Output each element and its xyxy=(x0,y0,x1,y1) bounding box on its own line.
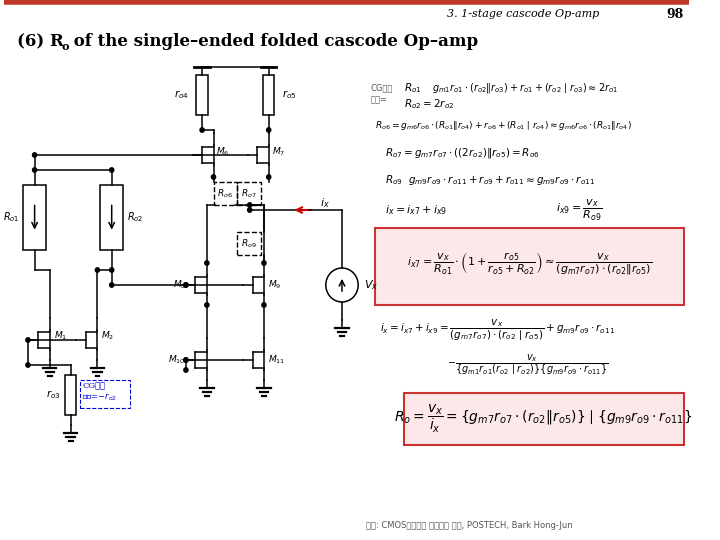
Bar xyxy=(81,380,130,408)
Text: 98: 98 xyxy=(667,8,684,21)
Text: $R_{o6}=g_{m6}r_{o6}\cdot(R_{o1}\Vert r_{o4})+r_{o6}+(R_{o1}\mid r_{o4})\approx : $R_{o6}=g_{m6}r_{o6}\cdot(R_{o1}\Vert r_… xyxy=(375,118,632,132)
Text: $V_x$: $V_x$ xyxy=(364,278,378,292)
Text: o: o xyxy=(61,40,68,51)
Circle shape xyxy=(184,358,188,362)
Text: $i_x$: $i_x$ xyxy=(320,196,330,210)
Circle shape xyxy=(262,303,266,307)
Bar xyxy=(4,0,689,4)
Circle shape xyxy=(32,168,37,172)
Text: $M_7$: $M_7$ xyxy=(271,146,285,158)
Text: $R_{o1}$: $R_{o1}$ xyxy=(3,210,19,224)
Bar xyxy=(238,182,261,205)
Text: $R_{o9}$: $R_{o9}$ xyxy=(241,237,257,249)
Text: $M_1$: $M_1$ xyxy=(54,330,67,342)
Text: (6) R: (6) R xyxy=(17,33,64,51)
Text: $g_{m1}r_{o1}\cdot(r_{o2}\Vert r_{o3})+r_{o1}+(r_{o2}\mid r_{o3})\approx 2r_{o1}: $g_{m1}r_{o1}\cdot(r_{o2}\Vert r_{o3})+r… xyxy=(433,81,618,95)
Text: $M_8$: $M_8$ xyxy=(173,279,186,291)
Circle shape xyxy=(204,261,209,265)
Circle shape xyxy=(26,338,30,342)
Text: $i_{x7}=\dfrac{v_x}{R_{o1}}\cdot\left(1+\dfrac{r_{o5}}{r_{o5}+R_{o2}}\right)\app: $i_{x7}=\dfrac{v_x}{R_{o1}}\cdot\left(1+… xyxy=(407,251,652,276)
Bar xyxy=(197,75,208,115)
Circle shape xyxy=(184,358,188,362)
Circle shape xyxy=(184,368,188,372)
Text: $R_o=\dfrac{v_x}{i_x}=\{g_{m7}r_{o7}\cdot(r_{o2}\Vert r_{o5})\}\mid\{g_{m9}r_{o9: $R_o=\dfrac{v_x}{i_x}=\{g_{m7}r_{o7}\cdo… xyxy=(395,403,693,435)
Bar xyxy=(238,232,261,255)
Text: CG입력: CG입력 xyxy=(82,382,105,390)
Circle shape xyxy=(262,261,266,265)
Text: $i_x=i_{x7}+i_{x9}=\dfrac{v_x}{(g_{m7}r_{o7})\cdot(r_{o2}\mid r_{o5})}+g_{m9}r_{: $i_x=i_{x7}+i_{x9}=\dfrac{v_x}{(g_{m7}r_… xyxy=(380,318,615,342)
Text: 참조: CMOS아날로그 집적회로 설계, POSTECH, Bark Hong-Jun: 참조: CMOS아날로그 집적회로 설계, POSTECH, Bark Hong… xyxy=(366,521,572,530)
Text: $M_{11}$: $M_{11}$ xyxy=(268,354,285,366)
Circle shape xyxy=(184,283,188,287)
Text: $-\dfrac{v_x}{\{g_{m1}r_{o1}(r_{o2}\mid r_{o2})\}\{g_{m9}r_{o9}\cdot r_{o11}\}}$: $-\dfrac{v_x}{\{g_{m1}r_{o1}(r_{o2}\mid … xyxy=(446,353,608,377)
Text: $i_{x9}=\dfrac{v_x}{R_{o9}}$: $i_{x9}=\dfrac{v_x}{R_{o9}}$ xyxy=(556,198,603,222)
Text: $R_{o7}$: $R_{o7}$ xyxy=(241,187,257,200)
Circle shape xyxy=(200,128,204,132)
Circle shape xyxy=(266,128,271,132)
Text: $R_{o1}$: $R_{o1}$ xyxy=(404,81,421,95)
Circle shape xyxy=(266,175,271,179)
Text: $M_6$: $M_6$ xyxy=(217,146,230,158)
Text: $M_{10}$: $M_{10}$ xyxy=(168,354,185,366)
Circle shape xyxy=(109,168,114,172)
Bar xyxy=(65,375,76,415)
Text: $R_{o6}$: $R_{o6}$ xyxy=(217,187,233,200)
Circle shape xyxy=(32,153,37,157)
Bar xyxy=(404,393,683,445)
Text: $R_{o7}=g_{m7}r_{o7}\cdot((2r_{o2})\Vert r_{o5})=R_{o6}$: $R_{o7}=g_{m7}r_{o7}\cdot((2r_{o2})\Vert… xyxy=(384,146,539,160)
Circle shape xyxy=(248,208,252,212)
Bar xyxy=(100,185,123,250)
Text: of the single–ended folded cascode Op–amp: of the single–ended folded cascode Op–am… xyxy=(68,33,478,51)
Circle shape xyxy=(109,268,114,272)
Circle shape xyxy=(204,303,209,307)
Circle shape xyxy=(212,175,215,179)
Text: $i_x=i_{x7}+i_{x9}$: $i_x=i_{x7}+i_{x9}$ xyxy=(384,203,447,217)
Text: $R_{o2}=2r_{o2}$: $R_{o2}=2r_{o2}$ xyxy=(404,97,454,111)
Circle shape xyxy=(95,268,99,272)
Circle shape xyxy=(248,203,252,207)
Text: 저항=$-r_{o2}$: 저항=$-r_{o2}$ xyxy=(82,392,117,403)
Text: $R_{o2}$: $R_{o2}$ xyxy=(127,210,143,224)
Bar xyxy=(23,185,46,250)
Text: 저항=: 저항= xyxy=(371,96,387,105)
Text: $R_{o9}\ \ g_{m9}r_{o9}\cdot r_{o11}+r_{o9}+r_{o11}\approx g_{m9}r_{o9}\cdot r_{: $R_{o9}\ \ g_{m9}r_{o9}\cdot r_{o11}+r_{… xyxy=(384,173,595,187)
Bar xyxy=(214,182,238,205)
Circle shape xyxy=(184,283,188,287)
Text: $r_{o4}$: $r_{o4}$ xyxy=(174,89,189,102)
Circle shape xyxy=(109,283,114,287)
Text: $M_2$: $M_2$ xyxy=(102,330,114,342)
Bar xyxy=(263,75,274,115)
Text: $r_{o3}$: $r_{o3}$ xyxy=(47,389,61,401)
Text: 3. 1-stage cascode Op-amp: 3. 1-stage cascode Op-amp xyxy=(446,9,599,19)
Circle shape xyxy=(26,363,30,367)
Text: $r_{o5}$: $r_{o5}$ xyxy=(282,89,297,102)
Text: $M_9$: $M_9$ xyxy=(268,279,281,291)
Bar xyxy=(375,228,683,305)
Text: CG출력: CG출력 xyxy=(371,84,393,92)
